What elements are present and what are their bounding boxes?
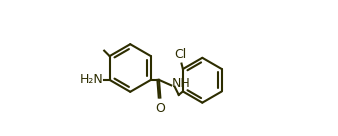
Text: Cl: Cl [175, 48, 187, 61]
Text: H₂N: H₂N [80, 73, 103, 86]
Text: NH: NH [172, 78, 191, 90]
Text: O: O [155, 102, 165, 115]
